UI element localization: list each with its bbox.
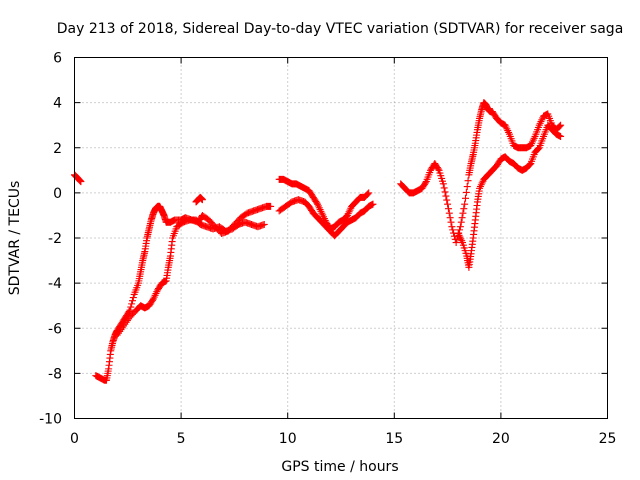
data-point bbox=[452, 239, 460, 247]
data-point bbox=[260, 220, 268, 228]
plot-frame bbox=[74, 57, 608, 419]
data-point bbox=[449, 226, 457, 234]
series-upper-track-1 bbox=[92, 202, 275, 384]
data-point bbox=[557, 132, 565, 140]
data-point bbox=[461, 200, 469, 208]
y-tick-label: 0 bbox=[53, 186, 62, 202]
y-tick-label: -4 bbox=[48, 276, 62, 292]
data-point bbox=[526, 160, 534, 168]
y-tick-label: 6 bbox=[53, 51, 62, 67]
data-point bbox=[129, 294, 137, 302]
data-point bbox=[458, 214, 466, 222]
data-point bbox=[444, 205, 452, 213]
data-point bbox=[128, 300, 136, 308]
y-tick-label: 4 bbox=[53, 96, 62, 112]
x-tick-label: 15 bbox=[385, 431, 403, 447]
data-point bbox=[364, 190, 372, 198]
data-point bbox=[77, 178, 85, 186]
data-point bbox=[444, 200, 452, 208]
data-point bbox=[456, 223, 464, 231]
data-point bbox=[447, 218, 455, 226]
data-point bbox=[556, 122, 564, 130]
y-tick-label: -10 bbox=[39, 412, 62, 428]
x-tick-labels: 0 5 10 15 20 25 bbox=[70, 431, 616, 447]
y-axis-label: SDTVAR / TECUs bbox=[7, 181, 23, 296]
data-point bbox=[462, 188, 470, 196]
data-point bbox=[365, 189, 373, 197]
data-point bbox=[421, 179, 429, 187]
data-point bbox=[126, 306, 134, 314]
data-point bbox=[442, 192, 450, 200]
series-upper-left bbox=[71, 171, 85, 186]
y-tick-label: -8 bbox=[48, 366, 62, 382]
data-point bbox=[441, 188, 449, 196]
x-tick-label: 5 bbox=[177, 431, 186, 447]
series-lower-track-3 bbox=[454, 121, 565, 271]
grid-lines bbox=[74, 57, 608, 419]
data-point bbox=[459, 209, 467, 217]
data-point bbox=[128, 297, 136, 305]
data-point bbox=[434, 165, 442, 173]
data-point bbox=[267, 202, 275, 210]
data-point bbox=[557, 121, 565, 129]
x-tick-label: 10 bbox=[279, 431, 297, 447]
y-tick-label: -2 bbox=[48, 231, 62, 247]
data-point bbox=[534, 145, 542, 153]
x-axis-label: GPS time / hours bbox=[281, 459, 398, 475]
data-point bbox=[446, 214, 454, 222]
data-point bbox=[440, 184, 448, 192]
data-point bbox=[445, 209, 453, 217]
series-upper-track-3 bbox=[397, 99, 565, 247]
data-point bbox=[313, 199, 321, 207]
x-tick-label: 0 bbox=[70, 431, 79, 447]
data-point bbox=[457, 218, 465, 226]
data-point bbox=[127, 303, 135, 311]
y-tick-label: -6 bbox=[48, 321, 62, 337]
data-point bbox=[439, 180, 447, 188]
y-tick-labels: -10 -8 -6 -4 -2 0 2 4 6 bbox=[39, 51, 62, 428]
series-small-blip bbox=[192, 193, 206, 206]
data-points bbox=[71, 99, 565, 384]
data-point bbox=[464, 177, 472, 185]
series-lower-track-1 bbox=[113, 216, 268, 339]
data-point bbox=[149, 296, 157, 304]
data-point bbox=[463, 183, 471, 191]
data-point bbox=[443, 196, 451, 204]
chart-title: Day 213 of 2018, Sidereal Day-to-day VTE… bbox=[57, 21, 624, 37]
data-point bbox=[369, 200, 377, 208]
axis-ticks bbox=[74, 57, 608, 419]
x-tick-label: 20 bbox=[492, 431, 510, 447]
series-lower-track-2 bbox=[275, 196, 377, 240]
data-point bbox=[462, 194, 470, 202]
x-tick-label: 25 bbox=[599, 431, 617, 447]
data-point bbox=[460, 205, 468, 213]
y-tick-label: 2 bbox=[53, 141, 62, 157]
data-point bbox=[448, 223, 456, 231]
data-point bbox=[198, 196, 206, 204]
